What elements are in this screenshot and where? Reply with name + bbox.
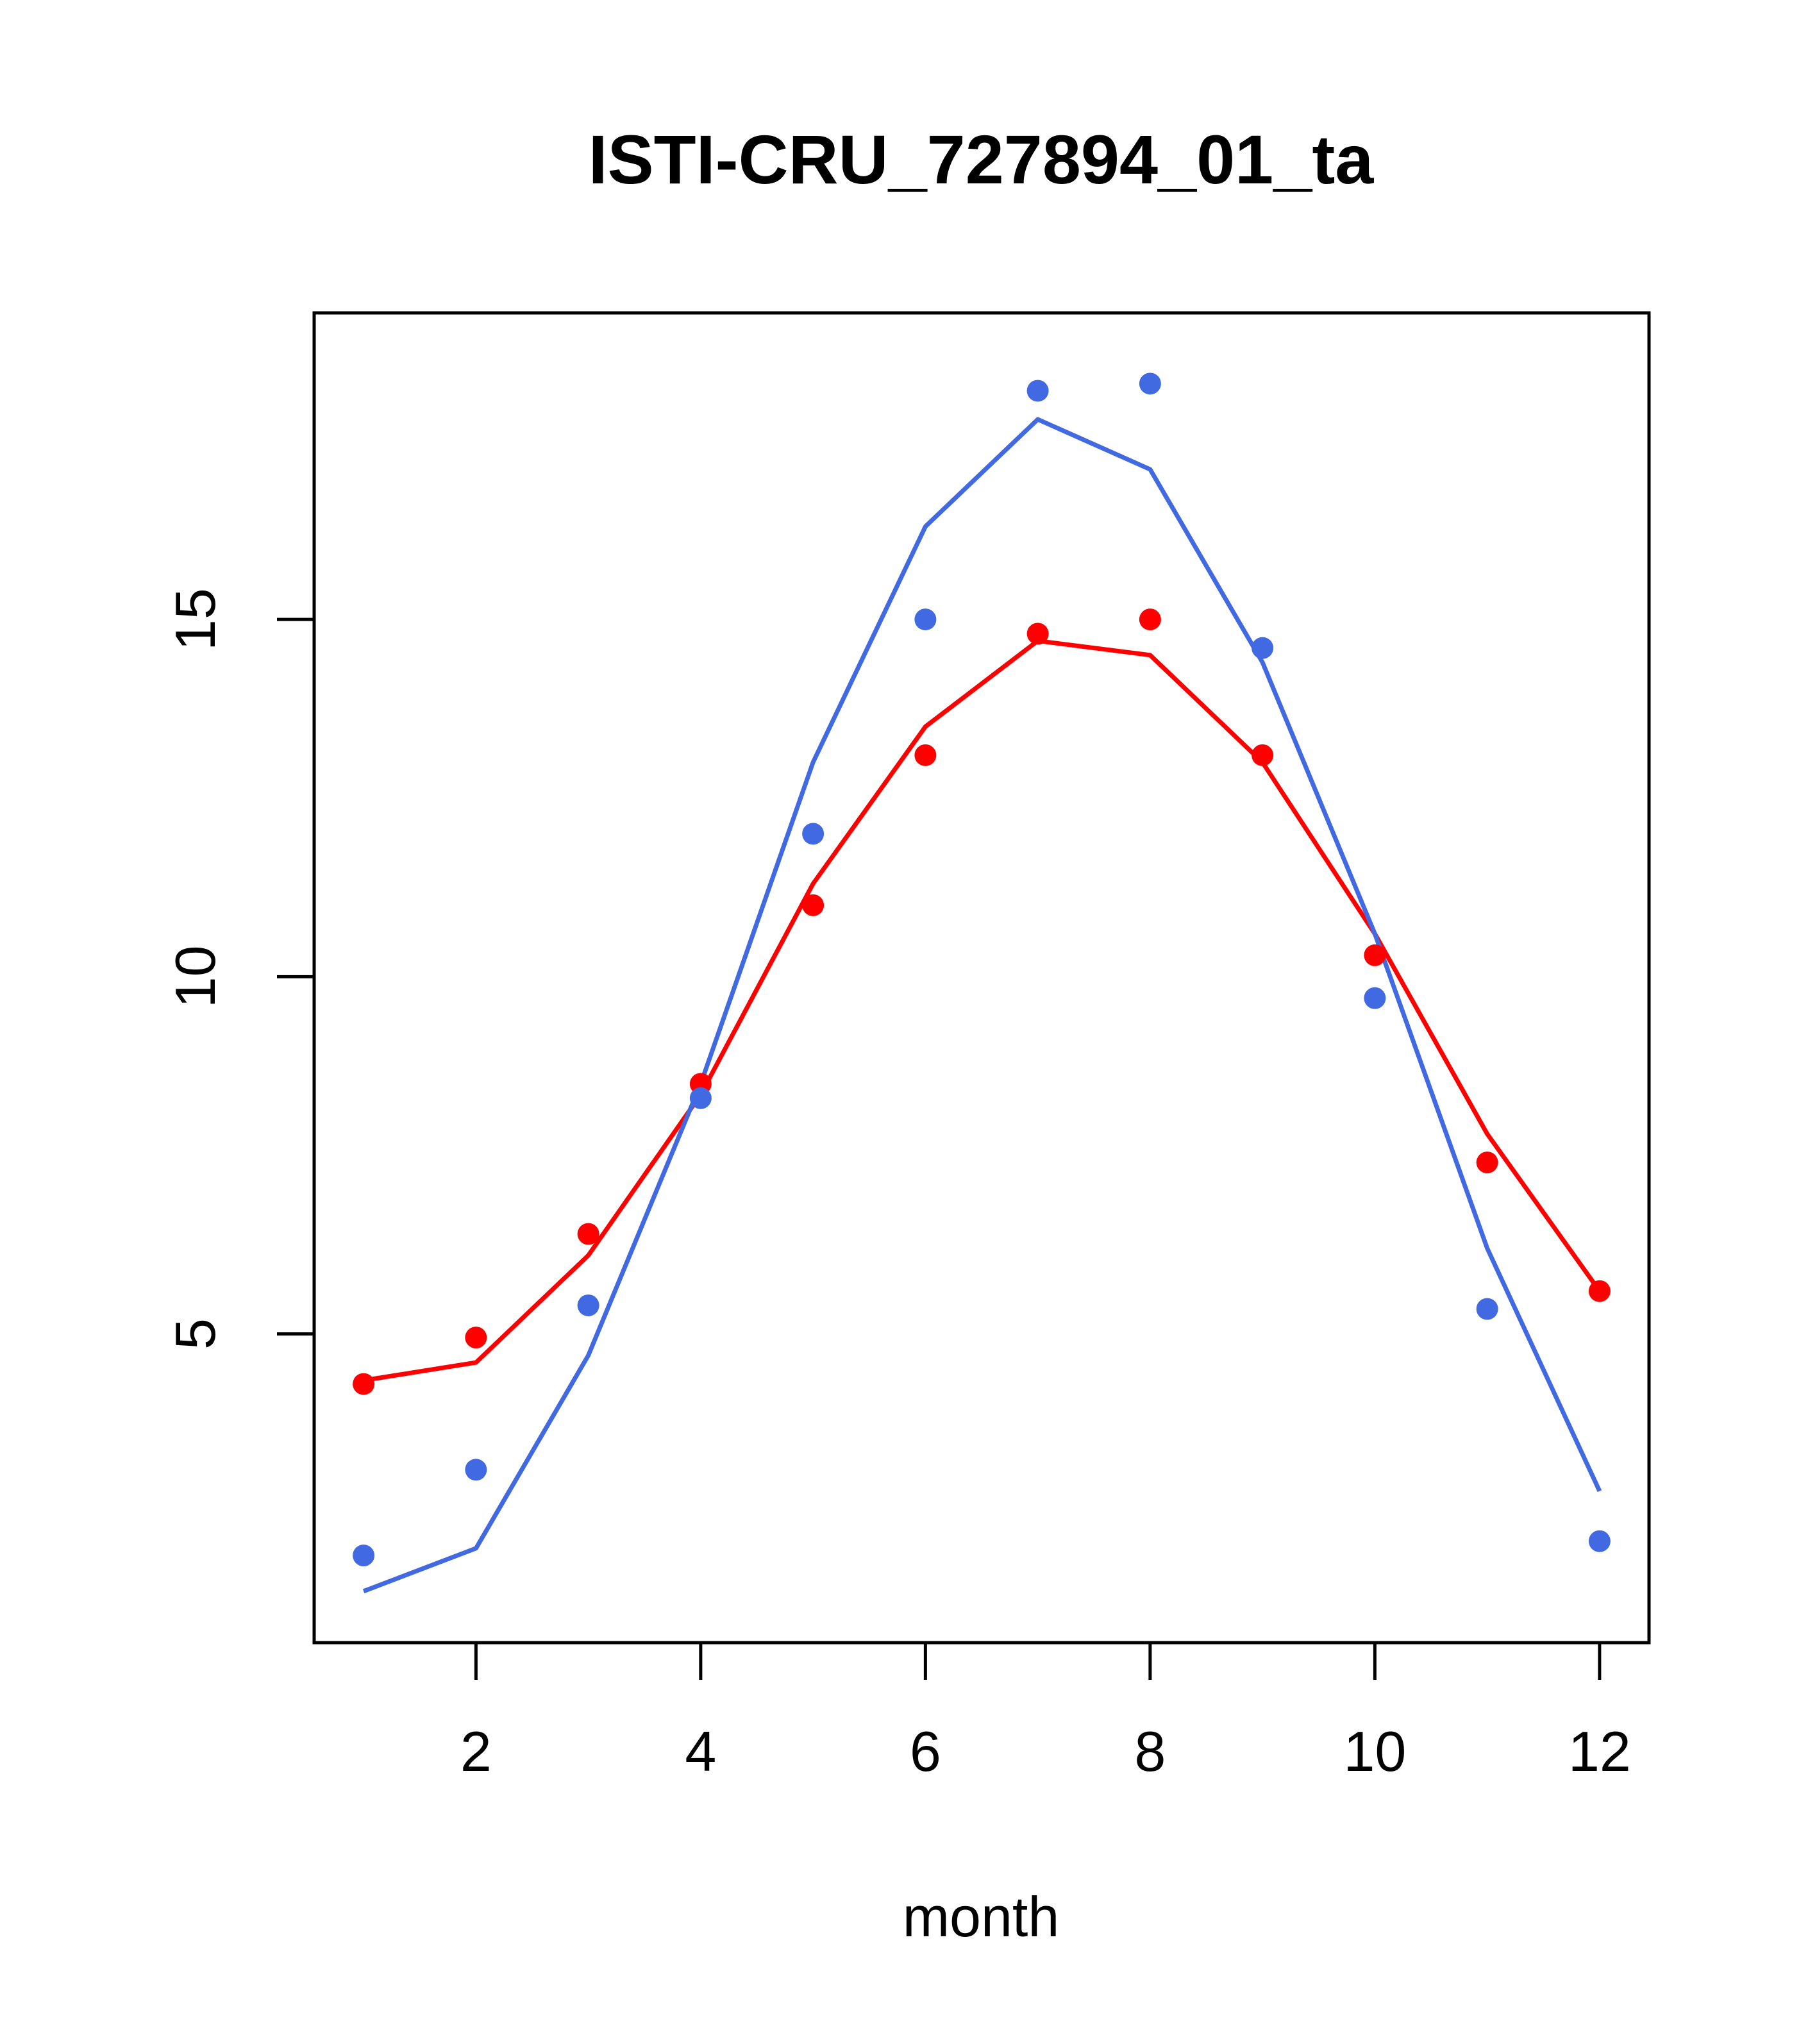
y-tick-label: 10 xyxy=(163,945,227,1008)
x-tick-label: 8 xyxy=(1134,1720,1166,1783)
chart-title: ISTI-CRU_727894_01_ta xyxy=(589,121,1375,198)
y-tick-label: 15 xyxy=(163,588,227,651)
data-point xyxy=(1588,1530,1611,1552)
data-point xyxy=(914,608,937,631)
data-point xyxy=(465,1459,487,1481)
data-point xyxy=(1252,637,1274,659)
data-point xyxy=(802,823,825,845)
data-point xyxy=(1588,1280,1611,1302)
plot-frame xyxy=(312,311,1651,1645)
data-point xyxy=(1026,380,1049,402)
x-tick-label: 12 xyxy=(1568,1720,1631,1783)
y-tick-label: 5 xyxy=(163,1318,227,1350)
data-point xyxy=(353,1545,375,1567)
x-tick-label: 10 xyxy=(1343,1720,1406,1783)
data-point xyxy=(1139,608,1161,631)
x-axis: 2 4 6 8 10 12 xyxy=(460,1643,1631,1783)
x-axis-label: month xyxy=(903,1885,1060,1948)
data-point xyxy=(577,1223,599,1245)
data-point xyxy=(353,1373,375,1395)
data-point xyxy=(689,1087,712,1109)
series-layer xyxy=(353,373,1611,1594)
data-point xyxy=(465,1327,487,1349)
series-line xyxy=(363,639,1602,1383)
data-point xyxy=(1139,373,1161,395)
data-point xyxy=(914,744,937,766)
data-point xyxy=(802,894,825,916)
series-line xyxy=(362,417,1602,1594)
x-tick-label: 2 xyxy=(460,1720,492,1783)
y-axis: 5 10 15 xyxy=(163,588,314,1350)
data-point xyxy=(577,1294,599,1316)
data-point xyxy=(1476,1152,1498,1174)
data-point xyxy=(1252,744,1274,766)
data-point xyxy=(1364,987,1386,1009)
x-tick-label: 6 xyxy=(910,1720,941,1783)
x-tick-label: 4 xyxy=(685,1720,716,1783)
data-point xyxy=(1364,944,1386,966)
data-point xyxy=(1026,623,1049,645)
data-point xyxy=(1476,1298,1498,1320)
